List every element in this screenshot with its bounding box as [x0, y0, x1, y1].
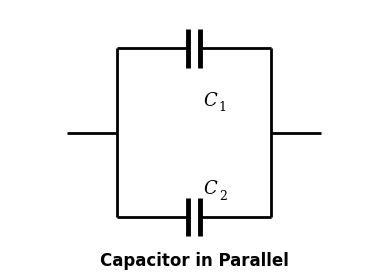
Text: Capacitor in Parallel: Capacitor in Parallel [100, 252, 288, 270]
Text: C: C [204, 180, 217, 198]
Text: 2: 2 [219, 190, 227, 203]
Text: 1: 1 [219, 101, 227, 114]
Text: C: C [204, 92, 217, 110]
